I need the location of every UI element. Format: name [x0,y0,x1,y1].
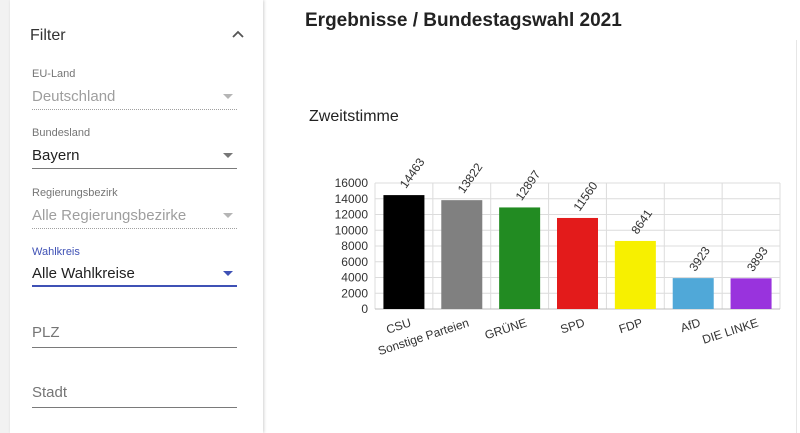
bundesland-select[interactable]: Bundesland Bayern [32,127,237,171]
chart-title: Zweitstimme [309,108,399,125]
page-left-margin [0,0,10,433]
plz-underline [32,347,237,348]
chevron-up-icon[interactable] [231,27,245,41]
stadt-placeholder: Stadt [32,384,68,401]
eu-land-value: Deutschland [32,88,116,105]
y-tick-label: 16000 [335,176,369,190]
wahlkreis-select[interactable]: Wahlkreis Alle Wahlkreise [32,246,237,292]
y-tick-label: 14000 [335,192,369,206]
chart-bars [383,195,772,309]
regierungsbezirk-label: Regierungsbezirk [32,187,118,199]
x-tick-label: GRÜNE [483,316,529,343]
eu-land-underline [32,109,237,110]
wahlkreis-value: Alle Wahlkreise [32,265,135,282]
data-label: 3893 [744,244,771,274]
bundesland-underline [32,168,237,169]
x-tick-label: AfD [679,315,703,335]
bar-fdp [614,240,656,309]
regierungsbezirk-select[interactable]: Regierungsbezirk Alle Regierungsbezirke [32,187,237,231]
regierungsbezirk-value: Alle Regierungsbezirke [32,207,187,224]
content-divider [796,40,797,433]
eu-land-label: EU-Land [32,68,76,80]
caret-down-icon [223,153,233,158]
bar-csu [383,195,425,309]
y-tick-label: 8000 [341,239,368,253]
y-tick-label: 6000 [341,255,368,269]
bar-spd [557,217,598,309]
plz-input[interactable]: PLZ [32,322,237,350]
bundesland-label: Bundesland [32,127,91,139]
data-label: 8641 [628,207,655,237]
data-label: 12897 [513,168,544,204]
bar-afd [672,278,714,309]
y-tick-label: 4000 [341,271,368,285]
data-label: 13822 [455,160,486,196]
eu-land-select[interactable]: EU-Land Deutschland [32,68,237,112]
bar-die-linke [730,278,772,309]
bar-sonstige-parteien [441,200,483,309]
plz-placeholder: PLZ [32,324,60,341]
filter-panel-header[interactable]: Filter [30,25,245,49]
bar-grüne [499,207,541,309]
stadt-input[interactable]: Stadt [32,382,237,410]
x-tick-label: Sonstige Parteien [376,316,470,359]
regierungsbezirk-underline [32,228,237,229]
x-tick-label: DIE LINKE [700,316,760,347]
caret-down-icon [223,213,233,218]
y-tick-label: 0 [361,302,368,316]
caret-down-icon [223,94,233,99]
y-tick-label: 10000 [335,223,369,237]
stadt-underline [32,407,237,408]
page-title: Ergebnisse / Bundestagswahl 2021 [305,10,622,31]
data-label: 3923 [686,244,713,274]
data-labels: 14463 13822 12897 11560 8641 3923 3893 [397,155,771,274]
filter-title: Filter [30,27,66,44]
y-tick-label: 12000 [335,208,369,222]
x-tick-label: CSU [384,316,412,337]
bundesland-value: Bayern [32,147,80,164]
data-label: 14463 [397,155,428,191]
caret-down-icon [223,271,233,276]
y-tick-label: 2000 [341,286,368,300]
wahlkreis-label: Wahlkreis [32,246,80,258]
x-tick-label: SPD [559,315,587,336]
chart-grid [374,182,781,310]
filter-panel: Filter EU-Land Deutschland Bundesland Ba… [10,0,263,433]
x-tick-label: FDP [617,316,644,337]
wahlkreis-underline [32,285,237,287]
data-label: 11560 [570,179,600,214]
